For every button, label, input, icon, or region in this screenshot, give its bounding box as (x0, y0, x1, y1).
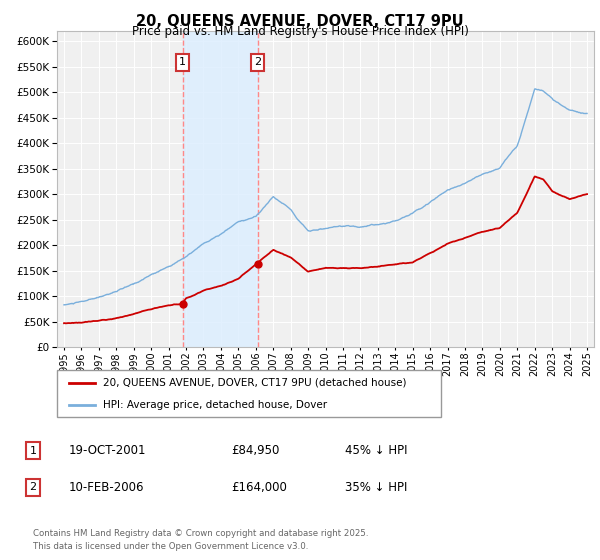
Text: 45% ↓ HPI: 45% ↓ HPI (345, 444, 407, 458)
Text: HPI: Average price, detached house, Dover: HPI: Average price, detached house, Dove… (103, 400, 327, 410)
Text: 2: 2 (254, 58, 261, 67)
Bar (182, 31, 257, 347)
Text: 20, QUEENS AVENUE, DOVER, CT17 9PU (detached house): 20, QUEENS AVENUE, DOVER, CT17 9PU (deta… (103, 378, 407, 388)
Text: 20, QUEENS AVENUE, DOVER, CT17 9PU: 20, QUEENS AVENUE, DOVER, CT17 9PU (136, 14, 464, 29)
Text: £164,000: £164,000 (231, 480, 287, 494)
Text: 2: 2 (29, 482, 37, 492)
Text: Price paid vs. HM Land Registry's House Price Index (HPI): Price paid vs. HM Land Registry's House … (131, 25, 469, 38)
Text: 10-FEB-2006: 10-FEB-2006 (69, 480, 145, 494)
Text: This data is licensed under the Open Government Licence v3.0.: This data is licensed under the Open Gov… (33, 542, 308, 551)
Text: 1: 1 (179, 58, 186, 67)
Text: 35% ↓ HPI: 35% ↓ HPI (345, 480, 407, 494)
Text: £84,950: £84,950 (231, 444, 280, 458)
Text: Contains HM Land Registry data © Crown copyright and database right 2025.: Contains HM Land Registry data © Crown c… (33, 529, 368, 538)
Text: 1: 1 (29, 446, 37, 456)
Text: 19-OCT-2001: 19-OCT-2001 (69, 444, 146, 458)
